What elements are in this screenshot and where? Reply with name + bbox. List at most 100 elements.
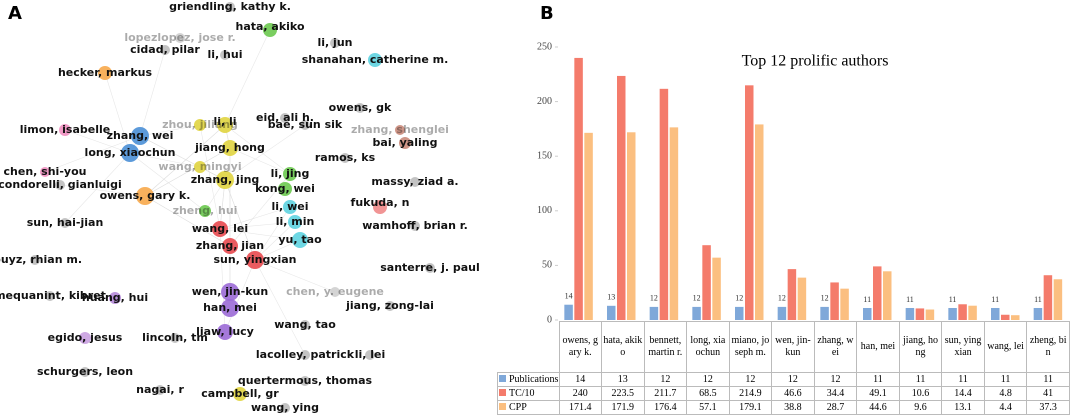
node-label: bai, yaling <box>373 136 438 149</box>
node-label: limon, isabelle <box>20 123 110 136</box>
table-value: 13 <box>601 372 645 387</box>
table-value: 223.5 <box>601 386 645 401</box>
bar <box>584 132 593 320</box>
table-value: 12 <box>813 372 858 387</box>
table-value: 4.4 <box>983 400 1028 415</box>
table-value: 171.4 <box>558 400 603 415</box>
bar <box>659 88 669 320</box>
node-label: cidad, pilar <box>130 43 200 56</box>
edge <box>129 152 201 168</box>
edge <box>64 129 131 154</box>
edge <box>219 206 291 230</box>
bar <box>735 306 744 320</box>
node <box>395 125 405 135</box>
edge <box>224 179 286 190</box>
table-value: 211.7 <box>643 386 688 401</box>
node <box>280 403 290 413</box>
node <box>300 350 310 360</box>
edge <box>139 124 201 137</box>
table-value: 171.9 <box>601 400 645 415</box>
table-corner <box>497 321 560 373</box>
table-value: 240 <box>558 386 603 401</box>
bar <box>787 269 797 320</box>
bar <box>755 124 764 321</box>
node <box>340 153 350 163</box>
category-label: wang, lei <box>983 321 1028 373</box>
edge <box>144 124 226 197</box>
node-label: owens, gk <box>329 101 392 114</box>
legend-label: CPP <box>509 402 527 413</box>
node <box>194 161 206 173</box>
node-label: eid, ali h. <box>256 111 314 124</box>
bar <box>564 304 573 320</box>
node <box>155 385 165 395</box>
node <box>222 140 238 156</box>
node-label: shanahan, catherine m. <box>302 53 449 66</box>
node-label: griendling, kathy k. <box>169 0 291 13</box>
table-value: 41 <box>1026 386 1070 401</box>
node-label: bae, sun sik <box>268 118 343 131</box>
node-label: li, li <box>213 115 236 128</box>
node <box>60 218 70 228</box>
node <box>246 251 264 269</box>
data-label: 11 <box>991 295 999 304</box>
node-label: sun, hai-jian <box>27 216 104 229</box>
node-label: han, mei <box>203 301 257 314</box>
table-value: 11 <box>983 372 1028 387</box>
table-value: 14.4 <box>941 386 985 401</box>
edge <box>144 195 231 247</box>
node-label: jiang, hong <box>194 141 265 154</box>
node <box>385 301 395 311</box>
data-label: 12 <box>778 294 786 303</box>
bar <box>745 85 754 321</box>
table-value: 12 <box>643 372 688 387</box>
edge <box>224 259 256 333</box>
bar <box>820 306 829 320</box>
node-label: mequanint, kibret <box>0 289 106 302</box>
table-value: 179.1 <box>728 400 773 415</box>
bar <box>968 305 977 320</box>
table-value: 46.6 <box>771 386 815 401</box>
node <box>220 50 230 60</box>
node-label: massy, ziad a. <box>371 175 458 188</box>
bar <box>958 304 967 320</box>
edge <box>224 124 291 175</box>
node-label: yu, tao <box>278 233 322 246</box>
node-label: kong, wei <box>255 182 315 195</box>
node-label: jiang, zong-lai <box>345 299 434 312</box>
bar <box>1043 275 1053 320</box>
node-label: huang, hui <box>82 291 148 304</box>
node-label: campbell, gr <box>201 387 279 400</box>
node <box>410 221 420 231</box>
bar <box>627 132 636 320</box>
table-value: 12 <box>771 372 815 387</box>
edge <box>129 152 206 212</box>
node <box>45 291 55 301</box>
table-value: 4.8 <box>983 386 1028 401</box>
node <box>59 124 71 136</box>
bar <box>925 309 935 320</box>
node <box>40 167 50 177</box>
bar <box>607 305 616 320</box>
node <box>221 299 239 317</box>
edge <box>104 72 131 154</box>
bar <box>777 306 787 320</box>
node <box>288 215 302 229</box>
table-value: 68.5 <box>686 386 730 401</box>
node-label: chen, y. eugene <box>286 285 384 298</box>
node <box>263 23 277 37</box>
node-label: wang, tao <box>274 318 336 331</box>
node-label: wamhoff, brian r. <box>362 219 468 232</box>
node <box>121 144 139 162</box>
node-label: fukuda, n <box>351 196 410 209</box>
edge <box>59 184 146 197</box>
category-label: owens, gary k. <box>558 321 603 373</box>
node-label: zhang, jing <box>191 173 260 186</box>
node <box>160 45 170 55</box>
y-tick-label: 50 <box>542 260 552 271</box>
data-label: 11 <box>863 295 871 304</box>
legend-swatch <box>499 389 506 396</box>
node-label: santerre, j. paul <box>380 261 480 274</box>
